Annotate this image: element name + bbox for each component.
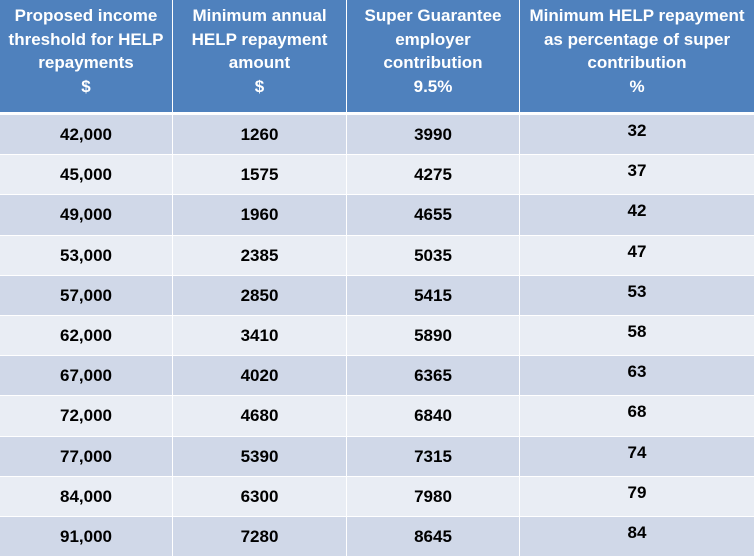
header-income-threshold: Proposed income threshold for HELP repay… <box>0 0 173 112</box>
cell-income-threshold: 53,000 <box>0 235 173 275</box>
cell-super-contribution: 7980 <box>347 476 520 516</box>
table-header-row: Proposed income threshold for HELP repay… <box>0 0 754 115</box>
cell-min-repayment: 2385 <box>173 235 347 275</box>
header-line: repayments <box>38 53 134 72</box>
cell-super-contribution: 5035 <box>347 235 520 275</box>
cell-repayment-percentage: 68 <box>627 402 647 422</box>
cell-income-threshold: 67,000 <box>0 356 173 396</box>
cell-min-repayment: 3410 <box>173 315 347 356</box>
header-line: Minimum HELP repayment <box>529 6 745 25</box>
cell-super-contribution: 6365 <box>347 356 520 396</box>
cell-repayment-percentage: 74 <box>627 442 647 462</box>
cell-repayment-percentage: 47 <box>627 241 647 261</box>
cell-income-threshold: 77,000 <box>0 436 173 476</box>
cell-super-contribution: 6840 <box>347 396 520 436</box>
header-unit: 9.5% <box>413 76 453 96</box>
cell-super-contribution: 8645 <box>347 516 520 557</box>
cell-repayment-percentage: 58 <box>627 321 647 341</box>
cell-income-threshold: 45,000 <box>0 155 173 195</box>
cell-min-repayment: 6300 <box>173 476 347 516</box>
header-line: employer <box>395 29 471 49</box>
header-line: HELP repayment <box>191 29 328 49</box>
cell-income-threshold: 62,000 <box>0 315 173 356</box>
table-row: 84,000 6300 7980 79 <box>0 476 754 517</box>
cell-income-threshold: 84,000 <box>0 476 173 516</box>
header-unit: $ <box>254 76 265 96</box>
cell-repayment-percentage: 42 <box>627 201 647 221</box>
cell-repayment-percentage: 32 <box>627 121 647 140</box>
cell-super-contribution: 4655 <box>347 195 520 235</box>
header-repayment-percentage: Minimum HELP repayment as percentage of … <box>520 0 754 112</box>
cell-min-repayment: 1960 <box>173 195 347 235</box>
table-row: 49,000 1960 4655 42 <box>0 195 754 236</box>
cell-repayment-percentage: 37 <box>627 161 647 181</box>
cell-repayment-percentage: 63 <box>627 362 647 382</box>
cell-income-threshold: 72,000 <box>0 396 173 436</box>
header-line: contribution <box>383 53 483 72</box>
cell-min-repayment: 5390 <box>173 436 347 476</box>
cell-min-repayment: 2850 <box>173 275 347 315</box>
cell-income-threshold: 57,000 <box>0 275 173 315</box>
table-row: 91,000 7280 8645 84 <box>0 516 754 557</box>
cell-min-repayment: 4680 <box>173 396 347 436</box>
table-row: 53,000 2385 5035 47 <box>0 235 754 276</box>
cell-income-threshold: 91,000 <box>0 516 173 557</box>
table-row: 57,000 2850 5415 53 <box>0 275 754 316</box>
header-line: as percentage of super <box>543 29 731 49</box>
cell-min-repayment: 7280 <box>173 516 347 557</box>
table-row: 72,000 4680 6840 68 <box>0 396 754 437</box>
cell-income-threshold: 49,000 <box>0 195 173 235</box>
table-row: 67,000 4020 6365 63 <box>0 356 754 397</box>
table-row: 77,000 5390 7315 74 <box>0 436 754 477</box>
cell-repayment-percentage: 84 <box>627 522 647 542</box>
cell-min-repayment: 1575 <box>173 155 347 195</box>
cell-repayment-percentage: 79 <box>627 482 647 502</box>
cell-super-contribution: 5415 <box>347 275 520 315</box>
table-row: 45,000 1575 4275 37 <box>0 155 754 196</box>
table-row: 42,000 1260 3990 32 <box>0 115 754 156</box>
cell-super-contribution: 7315 <box>347 436 520 476</box>
cell-repayment-percentage: 53 <box>627 281 647 301</box>
cell-min-repayment: 1260 <box>173 115 347 155</box>
cell-super-contribution: 5890 <box>347 315 520 356</box>
header-super-contribution: Super Guarantee employer contribution 9.… <box>347 0 520 112</box>
header-line: Minimum annual <box>192 6 327 25</box>
header-line: threshold for HELP <box>8 29 164 49</box>
header-line: amount <box>228 53 291 72</box>
header-line: Proposed income <box>14 6 158 25</box>
header-unit: $ <box>81 76 91 96</box>
cell-min-repayment: 4020 <box>173 356 347 396</box>
cell-income-threshold: 42,000 <box>0 115 173 155</box>
header-line: contribution <box>587 53 687 72</box>
cell-super-contribution: 3990 <box>347 115 520 155</box>
cell-super-contribution: 4275 <box>347 155 520 195</box>
header-line: Super Guarantee <box>364 6 502 25</box>
table-row: 62,000 3410 5890 58 <box>0 315 754 357</box>
header-unit: % <box>629 76 645 96</box>
header-min-repayment: Minimum annual HELP repayment amount $ <box>173 0 347 112</box>
